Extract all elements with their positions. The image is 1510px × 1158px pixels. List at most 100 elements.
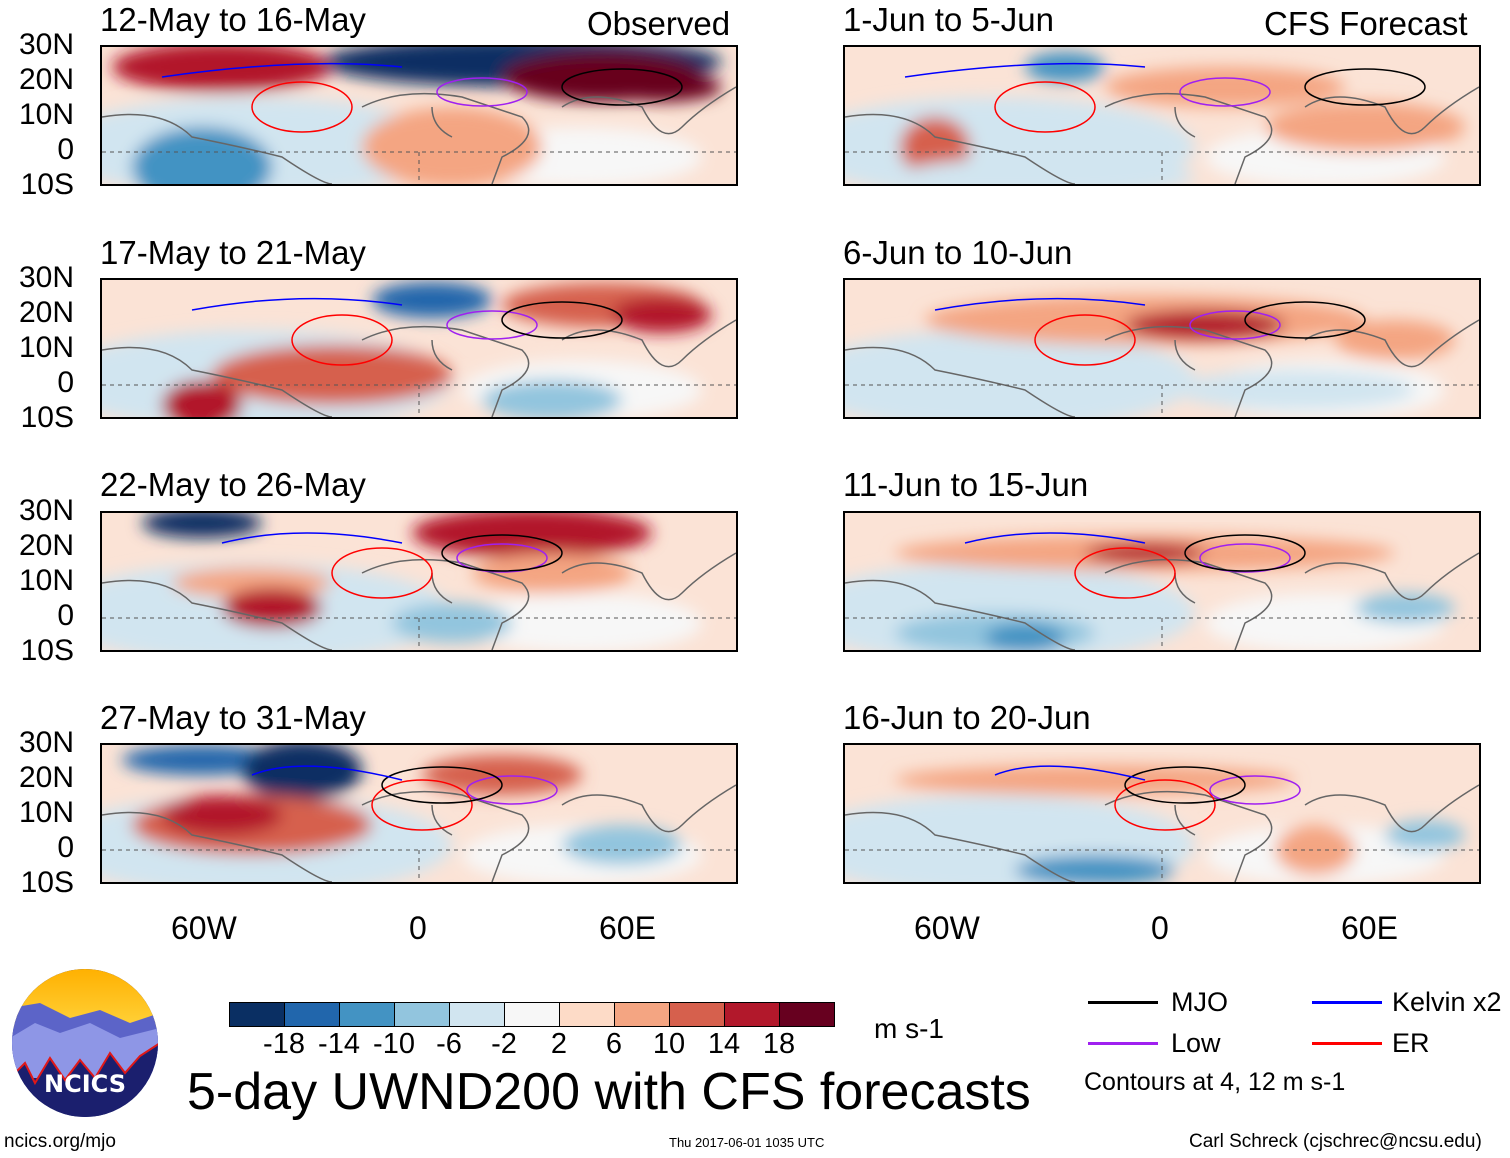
contour-er: [1034, 314, 1136, 366]
anomaly-region: [1105, 67, 1345, 107]
coastline: [102, 86, 736, 184]
legend-label-low: Low: [1171, 1028, 1221, 1058]
colorbar-swatch: [725, 1003, 780, 1026]
contour-er: [994, 81, 1096, 133]
lon-label: 60E: [599, 910, 656, 946]
colorbar-swatch: [780, 1003, 834, 1026]
colorbar-swatch: [615, 1003, 670, 1026]
anomaly-region: [602, 72, 722, 102]
contour-er: [331, 547, 433, 599]
anomaly-region: [212, 345, 452, 405]
contour-low: [456, 543, 548, 573]
uwnd-map-panel: [100, 278, 738, 419]
anomaly-region: [162, 380, 242, 417]
lon-label: 60W: [171, 910, 237, 946]
panel-title: 12-May to 16-May: [100, 1, 366, 38]
lat-label: 10S: [20, 401, 74, 434]
colorbar-label: 6: [605, 1028, 623, 1060]
legend-line-mjo: [1088, 1001, 1158, 1004]
colorbar-label: 10: [652, 1028, 686, 1060]
contour-er: [1074, 547, 1176, 599]
anomaly-region: [362, 107, 542, 184]
contour-low: [1209, 775, 1301, 805]
panel-title: 11-Jun to 15-Jun: [843, 466, 1089, 503]
contour-kelvin: [251, 765, 403, 781]
contour-note: Contours at 4, 12 m s-1: [1084, 1068, 1346, 1096]
anomaly-region: [1385, 820, 1465, 850]
contour-mjo: [1124, 766, 1246, 804]
anomaly-region: [1015, 855, 1175, 882]
colorbar-swatch: [560, 1003, 615, 1026]
anomaly-region: [392, 603, 512, 643]
legend-label-mjo: MJO: [1171, 987, 1228, 1017]
panel-title: 22-May to 26-May: [100, 466, 366, 503]
coastline: [845, 784, 1479, 882]
footer-url[interactable]: ncics.org/mjo: [4, 1131, 116, 1152]
contour-low: [436, 77, 528, 107]
anomaly-region: [412, 513, 652, 558]
uwnd-map-panel: [843, 511, 1481, 652]
figure-title: 5-day UWND200 with CFS forecasts: [187, 1063, 1031, 1121]
lat-label: 10N: [18, 564, 74, 597]
contour-mjo: [1184, 534, 1306, 572]
lat-label: 0: [57, 599, 74, 632]
uwnd-map-panel: [100, 45, 738, 186]
lat-label: 0: [57, 133, 74, 166]
ncics-logo: NCICS: [10, 968, 160, 1118]
lat-label: 30N: [18, 261, 74, 294]
contour-kelvin: [161, 62, 403, 78]
uwnd-map-panel: [843, 278, 1481, 419]
lon-label: 0: [1151, 910, 1169, 946]
contour-low: [1189, 310, 1281, 340]
contour-kelvin: [964, 532, 1146, 544]
anomaly-region: [472, 553, 632, 593]
anomaly-region: [1025, 52, 1105, 82]
coastline: [102, 319, 736, 417]
lat-label: 30N: [18, 28, 74, 61]
coastline: [102, 552, 736, 650]
coastline: [845, 552, 1479, 650]
legend-label-er: ER: [1392, 1028, 1430, 1058]
lat-label: 20N: [18, 529, 74, 562]
lat-label: 20N: [18, 296, 74, 329]
anomaly-region: [482, 380, 622, 417]
logo-text: NCICS: [44, 1070, 126, 1098]
lon-label: 60E: [1341, 910, 1398, 946]
colorbar-label: 2: [550, 1028, 568, 1060]
contour-kelvin: [904, 62, 1146, 78]
contour-mjo: [561, 68, 683, 106]
coastline: [845, 86, 1479, 184]
lon-label: 0: [409, 910, 427, 946]
anomaly-region: [1335, 320, 1455, 360]
contour-low: [446, 310, 538, 340]
lat-label: 10S: [20, 634, 74, 667]
anomaly-region: [132, 127, 272, 184]
colorbar-label: -2: [491, 1028, 517, 1060]
uwnd-map-panel: [843, 45, 1481, 186]
lat-label: 30N: [18, 494, 74, 527]
lat-label: 10N: [18, 98, 74, 131]
anomaly-region: [1175, 370, 1415, 410]
anomaly-region: [865, 360, 1065, 417]
lat-label: 20N: [18, 63, 74, 96]
lat-label: 30N: [18, 726, 74, 759]
lon-label: 60W: [914, 910, 980, 946]
anomaly-region: [562, 825, 682, 865]
colorbar-label: -18: [263, 1028, 305, 1060]
contour-mjo: [1244, 301, 1366, 339]
anomaly-region: [222, 588, 322, 628]
anomaly-region: [142, 513, 262, 538]
anomaly-region: [985, 623, 1065, 650]
panel-title: 6-Jun to 10-Jun: [843, 234, 1073, 271]
contour-low: [1179, 77, 1271, 107]
legend-line-kelvin: [1312, 1001, 1382, 1004]
colorbar-units: m s-1: [874, 1013, 944, 1044]
colorbar-swatch: [395, 1003, 450, 1026]
lat-label: 10S: [20, 866, 74, 899]
panel-title: 1-Jun to 5-Jun: [843, 1, 1054, 38]
contour-kelvin: [934, 297, 1146, 311]
coastline: [845, 319, 1479, 417]
uwnd-map-panel: [100, 743, 738, 884]
colorbar-swatch: [340, 1003, 395, 1026]
lat-label: 20N: [18, 761, 74, 794]
